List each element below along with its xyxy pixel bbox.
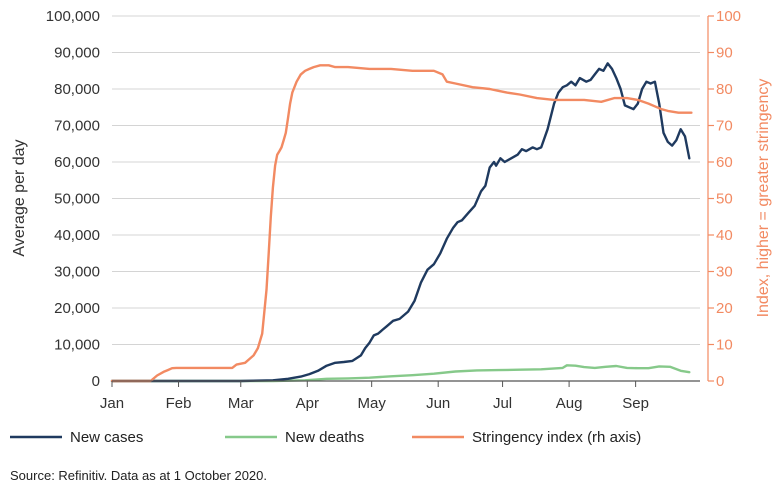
x-tick-label: Jan (100, 395, 124, 412)
source-note: Source: Refinitiv. Data as at 1 October … (10, 468, 268, 483)
y-tick-label: 90,000 (54, 45, 100, 62)
gridlines (112, 15, 700, 345)
y2-axis-title: Index, higher = greater stringency (755, 79, 772, 318)
series-line-stringency-index-rh-axis (110, 64, 693, 383)
y2-tick-label: 20 (716, 300, 733, 317)
y-tick-label: 70,000 (54, 118, 100, 135)
legend: New cases New deaths Stringency index (rh … (10, 429, 641, 446)
y2-tick-label: 0 (716, 373, 724, 390)
y-tick-label: 50,000 (54, 191, 100, 208)
y2-tick-label: 60 (716, 154, 733, 171)
x-tick-label: Jun (426, 395, 450, 412)
y-tick-label: 100,000 (46, 8, 100, 25)
x-tick-label: May (357, 395, 386, 412)
legend-label: New cases (70, 429, 143, 446)
series-line-new-cases (110, 62, 691, 383)
x-tick-label: Sep (622, 395, 649, 412)
y-tick-label: 20,000 (54, 300, 100, 317)
x-tick-label: Jul (493, 395, 512, 412)
y-tick-label: 10,000 (54, 337, 100, 354)
legend-label: Stringency index (rh axis) (472, 429, 641, 446)
series-line-new-deaths (110, 364, 691, 383)
x-tick-label: Feb (166, 395, 192, 412)
series-lines (110, 62, 693, 383)
y-axis-title: Average per day (11, 139, 28, 256)
y2-tick-label: 90 (716, 45, 733, 62)
x-tick-label: Mar (228, 395, 254, 412)
y2-tick-label: 80 (716, 81, 733, 98)
y-tick-label: 60,000 (54, 154, 100, 171)
y2-tick-label: 40 (716, 227, 733, 244)
y2-tick-label: 30 (716, 264, 733, 281)
y2-tick-label: 10 (716, 337, 733, 354)
x-tick-label: Apr (296, 395, 319, 412)
y-tick-label: 30,000 (54, 264, 100, 281)
y2-tick-label: 50 (716, 191, 733, 208)
y-tick-label: 0 (92, 373, 100, 390)
tick-labels: 0 10,000 20,000 30,000 40,000 50,000 60,000 70,… (46, 8, 741, 412)
x-tick-label: Aug (556, 395, 583, 412)
y-tick-label: 80,000 (54, 81, 100, 98)
legend-label: New deaths (285, 429, 364, 446)
y2-tick-label: 100 (716, 8, 741, 25)
y-tick-label: 40,000 (54, 227, 100, 244)
y2-tick-label: 70 (716, 118, 733, 135)
